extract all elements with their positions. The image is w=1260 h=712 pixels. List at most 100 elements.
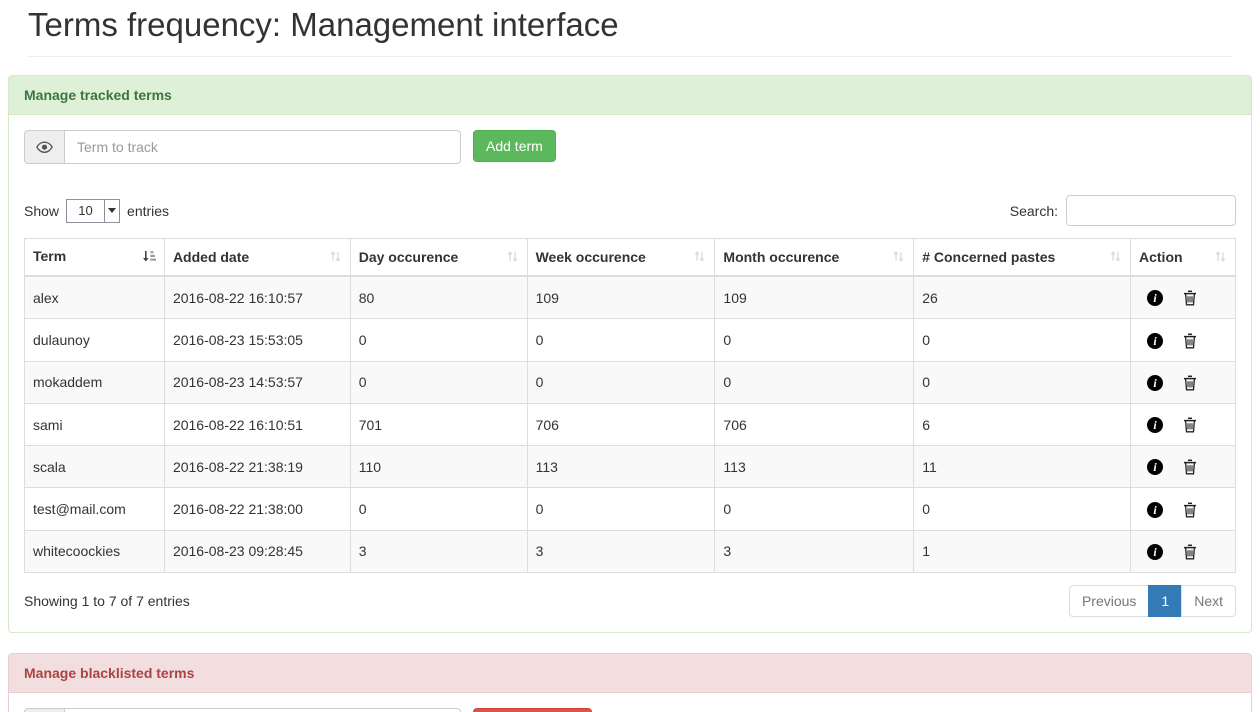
- table-cell: 2016-08-22 16:10:57: [163, 275, 351, 320]
- trash-icon[interactable]: [1183, 333, 1197, 349]
- column-header-concerned-pastes[interactable]: # Concerned pastes: [913, 238, 1131, 277]
- action-cell: i: [1130, 445, 1236, 489]
- trash-icon[interactable]: [1183, 502, 1197, 518]
- table-cell: 0: [526, 318, 716, 362]
- table-cell: 113: [526, 445, 716, 489]
- table-cell: 113: [714, 445, 915, 489]
- search-label: Search:: [1009, 202, 1058, 219]
- table-cell: 2016-08-22 21:38:19: [163, 445, 351, 489]
- table-cell: 2016-08-23 09:28:45: [163, 529, 351, 574]
- column-header-month-occurence[interactable]: Month occurence: [714, 238, 915, 277]
- show-label: Show: [24, 202, 60, 219]
- chevron-down-icon: [104, 199, 120, 222]
- table-cell: 0: [714, 318, 915, 362]
- table-cell: 0: [913, 318, 1131, 362]
- action-cell: i: [1130, 402, 1236, 447]
- table-cell: 706: [526, 402, 716, 447]
- pagination-next[interactable]: Next: [1181, 585, 1236, 618]
- info-circle-icon[interactable]: i: [1147, 459, 1163, 476]
- column-header-term[interactable]: Term: [24, 238, 165, 277]
- trash-icon[interactable]: [1183, 544, 1197, 560]
- table-cell: 80: [349, 275, 528, 320]
- table-cell: 2016-08-23 14:53:57: [163, 360, 351, 404]
- table-row: dulaunoy 2016-08-23 15:53:05 0 0 0 0 i: [24, 318, 1236, 362]
- entries-label: entries: [127, 202, 170, 219]
- column-label: Action: [1139, 248, 1183, 265]
- blacklist-input-group: [24, 708, 461, 712]
- pagination: Previous 1 Next: [1068, 585, 1236, 618]
- table-cell: 6: [913, 402, 1131, 447]
- tracked-terms-panel-heading: Manage tracked terms: [9, 76, 1251, 115]
- table-cell: 1: [913, 529, 1131, 574]
- sort-ascending-icon: [142, 249, 156, 266]
- table-row: whitecoockies 2016-08-23 09:28:45 3 3 3 1 i: [24, 529, 1236, 574]
- table-row: scala 2016-08-22 21:38:19 110 113 113 11 i: [24, 445, 1236, 489]
- trash-icon[interactable]: [1183, 417, 1197, 433]
- column-header-added-date[interactable]: Added date: [163, 238, 351, 277]
- table-header-row: Term: [24, 238, 1236, 277]
- column-label: Term: [33, 248, 67, 264]
- sort-both-icon: [1214, 250, 1227, 266]
- info-circle-icon[interactable]: i: [1147, 290, 1163, 307]
- search-input[interactable]: [1066, 195, 1236, 226]
- table-row: test@mail.com 2016-08-22 21:38:00 0 0 0 0 i: [24, 487, 1236, 531]
- trash-icon[interactable]: [1183, 375, 1197, 391]
- add-term-row: Add term: [24, 130, 1236, 164]
- action-cell: i: [1130, 318, 1236, 362]
- sort-both-icon: [506, 250, 519, 266]
- add-term-button[interactable]: Add term: [473, 130, 556, 162]
- sort-both-icon: [329, 250, 342, 266]
- action-cell: i: [1130, 487, 1236, 531]
- table-cell: 3: [349, 529, 528, 574]
- eye-icon: [24, 130, 64, 164]
- tracked-terms-panel-body: Add term Show 10 entries Search:: [9, 115, 1251, 632]
- trash-icon[interactable]: [1183, 459, 1197, 475]
- table-cell: 0: [349, 360, 528, 404]
- page-header: Terms frequency: Management interface: [28, 0, 1232, 57]
- table-cell: 706: [714, 402, 915, 447]
- table-cell: 109: [714, 275, 915, 320]
- column-header-day-occurence[interactable]: Day occurence: [349, 238, 528, 277]
- info-circle-icon[interactable]: i: [1147, 332, 1163, 349]
- table-cell: 2016-08-22 21:38:00: [163, 487, 351, 531]
- column-label: Month occurence: [723, 248, 840, 265]
- table-cell: 2016-08-23 15:53:05: [163, 318, 351, 362]
- table-cell: 2016-08-22 16:10:51: [163, 402, 351, 447]
- term-input-group: [24, 130, 461, 164]
- table-cell: 3: [714, 529, 915, 574]
- blacklist-term-input[interactable]: [64, 708, 461, 712]
- page-length-select[interactable]: 10: [66, 198, 121, 223]
- table-cell: whitecoockies: [24, 529, 165, 574]
- page-title: Terms frequency: Management interface: [28, 6, 619, 43]
- info-circle-icon[interactable]: i: [1147, 501, 1163, 518]
- column-header-week-occurence[interactable]: Week occurence: [526, 238, 716, 277]
- table-cell: 110: [349, 445, 528, 489]
- input-addon: [24, 708, 64, 712]
- sort-both-icon: [892, 250, 905, 266]
- column-header-action[interactable]: Action: [1130, 238, 1236, 277]
- tracked-terms-panel: Manage tracked terms Add term Show: [8, 75, 1252, 634]
- page-length-value: 10: [78, 203, 93, 218]
- table-cell: 109: [526, 275, 716, 320]
- table-cell: 0: [714, 360, 915, 404]
- blacklisted-terms-panel: Manage blacklisted terms: [8, 653, 1252, 712]
- table-cell: 701: [349, 402, 528, 447]
- table-cell: 0: [913, 487, 1131, 531]
- table-cell: 0: [349, 318, 528, 362]
- info-circle-icon[interactable]: i: [1147, 544, 1163, 561]
- table-cell: 11: [913, 445, 1131, 489]
- add-blacklist-button[interactable]: [473, 708, 592, 712]
- term-to-track-input[interactable]: [64, 130, 461, 164]
- action-cell: i: [1130, 529, 1236, 574]
- info-circle-icon[interactable]: i: [1147, 374, 1163, 391]
- info-circle-icon[interactable]: i: [1147, 417, 1163, 434]
- page-length-control: Show 10 entries: [24, 198, 170, 223]
- blacklisted-terms-panel-body: [9, 693, 1251, 712]
- table-footer: Showing 1 to 7 of 7 entries Previous 1 N…: [24, 585, 1236, 618]
- table-cell: dulaunoy: [24, 318, 165, 362]
- pagination-previous[interactable]: Previous: [1068, 585, 1150, 618]
- sort-both-icon: [1109, 250, 1122, 266]
- pagination-page-1[interactable]: 1: [1148, 585, 1183, 618]
- trash-icon[interactable]: [1183, 290, 1197, 306]
